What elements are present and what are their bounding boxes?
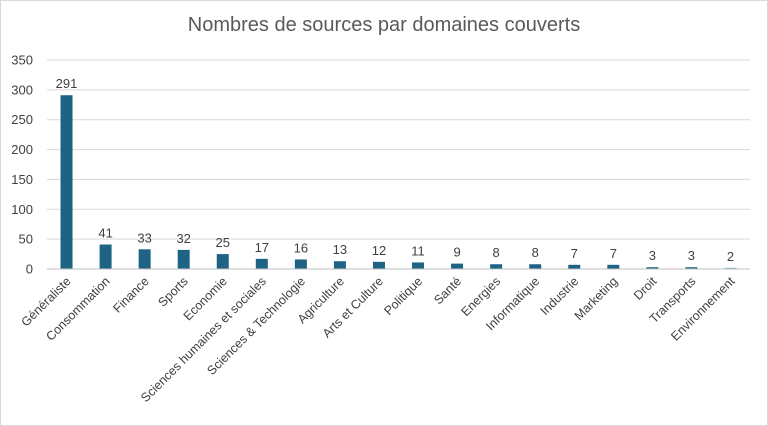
bar (685, 267, 698, 269)
category-label: Sports (155, 274, 190, 309)
data-label: 7 (571, 246, 578, 261)
y-tick-labels: 0 50 100 150 200 250 300 350 (11, 53, 33, 277)
bar (138, 249, 151, 269)
gridlines (47, 59, 750, 240)
data-label: 9 (453, 245, 460, 260)
bar (255, 258, 268, 269)
data-label: 291 (56, 76, 78, 91)
data-label: 13 (333, 242, 347, 257)
data-label: 2 (727, 249, 734, 264)
bar (724, 267, 737, 269)
bar (333, 261, 346, 269)
data-label: 32 (176, 231, 190, 246)
bar (372, 261, 385, 269)
bars (60, 95, 737, 269)
data-label: 11 (411, 243, 425, 258)
bar (99, 244, 112, 269)
chart-title: Nombres de sources par domaines couverts (187, 14, 581, 36)
data-label: 3 (649, 248, 656, 263)
category-label: Finance (110, 274, 151, 315)
bar (607, 264, 620, 269)
bar (216, 254, 229, 269)
y-tick-label: 300 (11, 82, 33, 97)
bar (568, 264, 581, 269)
y-tick-label: 50 (19, 232, 33, 247)
y-tick-label: 150 (11, 172, 33, 187)
bar (294, 259, 307, 269)
category-label: Droit (631, 274, 660, 303)
category-label: Marketing (572, 274, 621, 323)
data-label: 33 (137, 230, 151, 245)
bar (177, 249, 190, 269)
category-label: Santé (431, 274, 464, 307)
y-tick-label: 100 (11, 202, 33, 217)
y-tick-label: 200 (11, 142, 33, 157)
y-tick-label: 250 (11, 112, 33, 127)
y-tick-label: 0 (26, 262, 33, 277)
data-label: 7 (610, 246, 617, 261)
data-label: 41 (98, 226, 112, 241)
category-label: Politique (381, 274, 425, 318)
bar (646, 267, 659, 269)
data-label: 3 (688, 248, 695, 263)
data-label: 8 (493, 245, 500, 260)
bar (529, 264, 542, 269)
y-tick-label: 350 (11, 53, 33, 68)
bar (490, 264, 503, 269)
data-label: 8 (532, 245, 539, 260)
data-label: 17 (255, 240, 269, 255)
data-label: 12 (372, 243, 386, 258)
bar (451, 263, 464, 269)
data-label: 16 (294, 240, 308, 255)
bar (60, 95, 73, 269)
data-label: 25 (216, 235, 230, 250)
bar (412, 262, 425, 269)
